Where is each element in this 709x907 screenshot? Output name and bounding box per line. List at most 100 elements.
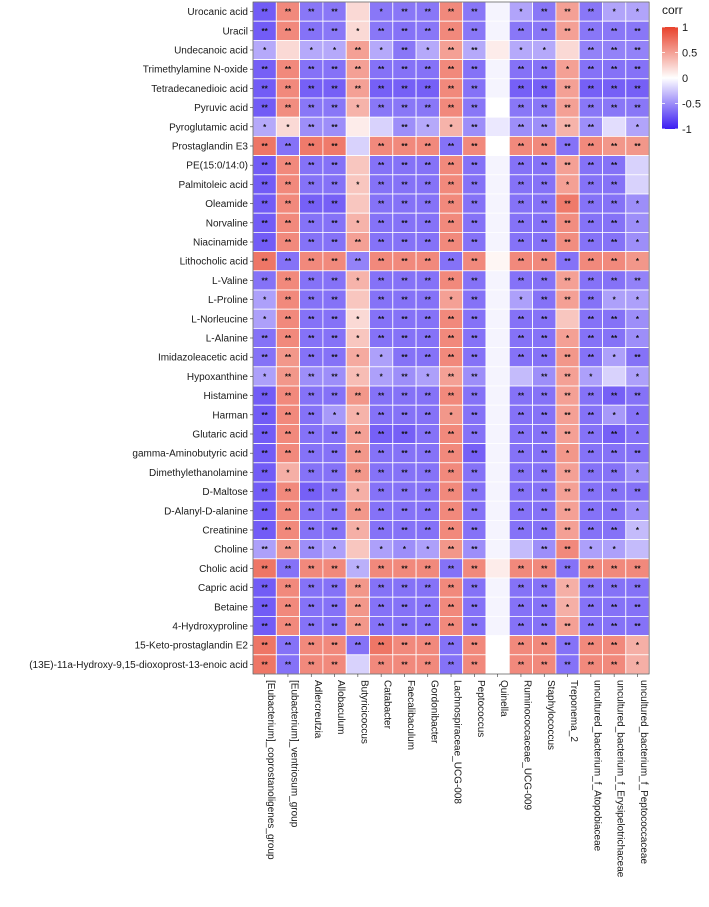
significance-star: ** [518,411,525,420]
significance-star: ** [518,430,525,439]
significance-star: ** [308,622,315,631]
significance-star: ** [518,238,525,247]
heatmap-cell [485,193,510,214]
significance-star: ** [564,411,571,420]
significance-star: ** [448,27,455,36]
row-label: gamma-Aminobutyric acid [132,449,248,460]
significance-star: ** [564,27,571,36]
row-label: PE(15:0/14:0) [186,161,248,172]
significance-star: ** [471,641,478,650]
significance-star: ** [308,65,315,74]
significance-star: ** [588,468,595,477]
significance-star: * [636,315,640,324]
significance-star: * [636,219,640,228]
significance-star: ** [285,142,292,151]
significance-star: ** [285,84,292,93]
significance-star: * [566,603,570,612]
significance-star: ** [448,65,455,74]
significance-star: ** [541,507,548,516]
row-label: 4-Hydroxyproline [172,622,248,633]
significance-star: ** [611,564,618,573]
significance-star: ** [285,488,292,497]
significance-star: ** [285,449,292,458]
significance-star: ** [634,65,641,74]
significance-star: * [263,123,267,132]
significance-star: ** [308,219,315,228]
significance-star: * [380,545,384,554]
significance-star: ** [378,584,385,593]
significance-star: ** [262,507,269,516]
significance-star: ** [471,219,478,228]
significance-star: ** [262,180,269,189]
row-label: Choline [214,545,248,556]
significance-star: ** [448,603,455,612]
significance-star: ** [355,65,362,74]
significance-star: ** [401,315,408,324]
significance-star: ** [448,660,455,669]
significance-star: ** [378,315,385,324]
significance-star: ** [285,315,292,324]
significance-star: ** [518,353,525,362]
significance-star: ** [262,8,269,17]
heatmap-cell [345,539,370,560]
column-label: Quinella [498,680,509,717]
significance-star: ** [331,334,338,343]
significance-star: * [333,411,337,420]
significance-star: ** [308,488,315,497]
heatmap-frame [252,1,650,675]
significance-star: ** [425,449,432,458]
legend-tick-label: -1 [682,124,692,136]
significance-star: ** [564,430,571,439]
legend-tick-label: 1 [682,22,688,34]
significance-star: ** [564,84,571,93]
significance-star: ** [401,449,408,458]
significance-star: ** [471,488,478,497]
heatmap-cell [485,289,510,310]
significance-star: ** [611,238,618,247]
significance-star: ** [308,161,315,170]
significance-star: * [636,200,640,209]
significance-star: ** [308,526,315,535]
heatmap-cell [485,385,510,406]
significance-star: ** [425,238,432,247]
significance-star: * [333,46,337,55]
legend-tick-label: -0.5 [682,99,701,111]
significance-star: ** [634,142,641,151]
heatmap-cell [485,481,510,502]
significance-star: ** [425,660,432,669]
significance-star: ** [401,603,408,612]
significance-star: ** [285,353,292,362]
significance-star: ** [448,200,455,209]
significance-star: ** [448,334,455,343]
significance-star: * [426,545,430,554]
significance-star: ** [448,507,455,516]
significance-star: ** [541,641,548,650]
significance-star: ** [425,200,432,209]
heatmap-cell [485,616,510,637]
significance-star: ** [518,507,525,516]
significance-star: ** [471,353,478,362]
significance-star: ** [611,507,618,516]
significance-star: ** [471,180,478,189]
significance-star: ** [262,545,269,554]
significance-star: ** [425,161,432,170]
significance-star: ** [611,84,618,93]
significance-star: ** [611,641,618,650]
significance-star: ** [425,257,432,266]
significance-star: ** [541,296,548,305]
significance-star: ** [611,526,618,535]
significance-star: ** [285,334,292,343]
significance-star: ** [588,507,595,516]
heatmap-cell [555,308,580,329]
significance-star: * [263,46,267,55]
significance-star: ** [308,507,315,516]
significance-star: ** [425,430,432,439]
significance-star: ** [471,526,478,535]
significance-star: ** [308,8,315,17]
significance-star: ** [378,430,385,439]
significance-star: ** [401,641,408,650]
significance-star: ** [518,161,525,170]
heatmap-cell [485,423,510,444]
heatmap-cell [345,135,370,156]
